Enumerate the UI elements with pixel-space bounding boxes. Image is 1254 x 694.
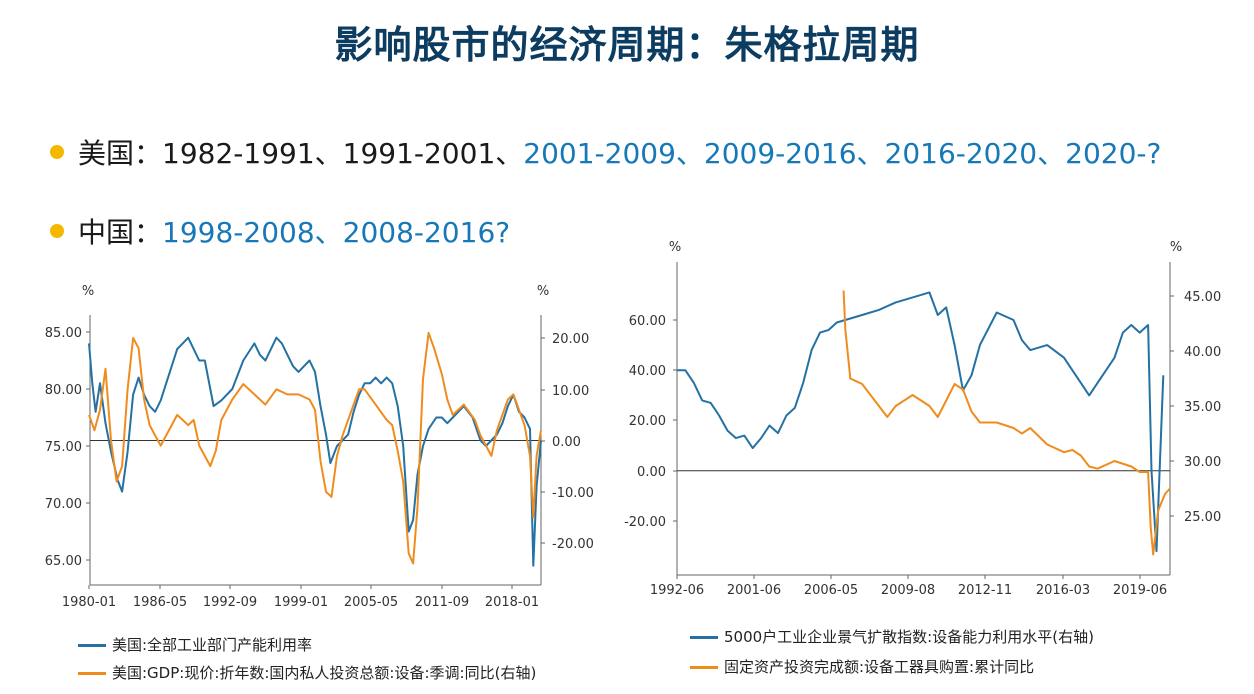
y-left-tick-label: 20.00 xyxy=(629,414,666,429)
bullet-cn-blue: 1998-2008、2008-2016? xyxy=(162,216,511,249)
y-right-tick-label: 45.00 xyxy=(1184,290,1221,305)
y-left-tick-label: 85.00 xyxy=(45,326,82,341)
bullet-cn: 中国：1998-2008、2008-2016? xyxy=(50,211,510,251)
y-left-tick-label: 75.00 xyxy=(45,440,82,455)
legend-us-1-label: 美国:全部工业部门产能利用率 xyxy=(112,636,313,654)
right-unit-label: % xyxy=(1170,240,1182,255)
bullet-us-prefix: 美国： xyxy=(78,137,163,170)
y-left-tick-label: -20.00 xyxy=(624,515,666,530)
bullet-us: 美国：1982-1991、1991-2001、2001-2009、2009-20… xyxy=(50,132,1161,172)
x-tick-label: 1986-05 xyxy=(133,595,187,610)
y-left-tick-label: 70.00 xyxy=(45,497,82,512)
legend-swatch-orange xyxy=(690,666,718,669)
x-tick-label: 2012-11 xyxy=(958,583,1012,598)
x-tick-label: 2005-05 xyxy=(344,595,398,610)
series-line-1 xyxy=(842,290,1171,556)
bullet-dot-icon xyxy=(50,224,64,238)
x-tick-label: 2001-06 xyxy=(727,583,781,598)
x-tick-label: 1980-01 xyxy=(62,595,116,610)
x-tick-label: 1992-06 xyxy=(650,583,704,598)
series-line-1 xyxy=(88,331,542,565)
y-left-tick-label: 65.00 xyxy=(45,554,82,569)
legend-swatch-blue xyxy=(690,636,718,639)
y-right-tick-label: 40.00 xyxy=(1184,345,1221,360)
x-tick-label: 2009-08 xyxy=(881,583,935,598)
legend-swatch-blue xyxy=(78,644,106,647)
y-right-tick-label: -20.00 xyxy=(552,537,594,552)
legend-cn-1: 5000户工业企业景气扩散指数:设备能力利用水平(右轴) xyxy=(690,626,1094,647)
legend-us-1: 美国:全部工业部门产能利用率 xyxy=(78,634,312,655)
x-tick-label: 1999-01 xyxy=(274,595,328,610)
x-tick-label: 1992-09 xyxy=(203,595,257,610)
bullet-us-blue: 2001-2009、2009-2016、2016-2020、2020-? xyxy=(523,137,1162,170)
y-left-tick-label: 60.00 xyxy=(629,314,666,329)
x-tick-label: 2011-09 xyxy=(415,595,469,610)
x-tick-label: 2016-03 xyxy=(1036,583,1090,598)
right-unit-label: % xyxy=(537,284,549,299)
legend-us-2: 美国:GDP:现价:折年数:国内私人投资总额:设备:季调:同比(右轴) xyxy=(78,662,536,683)
x-tick-label: 2019-06 xyxy=(1113,583,1167,598)
bullet-dot-icon xyxy=(50,145,64,159)
y-right-tick-label: 20.00 xyxy=(552,332,589,347)
y-right-tick-label: 0.00 xyxy=(552,435,581,450)
slide-title: 影响股市的经济周期：朱格拉周期 xyxy=(334,23,920,67)
y-right-tick-label: 30.00 xyxy=(1184,455,1221,470)
legend-cn-2-label: 固定资产投资完成额:设备工器具购置:累计同比 xyxy=(724,658,1035,676)
legend-cn-1-label: 5000户工业企业景气扩散指数:设备能力利用水平(右轴) xyxy=(724,628,1094,646)
legend-swatch-orange xyxy=(78,672,106,675)
legend-us-2-label: 美国:GDP:现价:折年数:国内私人投资总额:设备:季调:同比(右轴) xyxy=(112,664,537,682)
bullet-cn-prefix: 中国： xyxy=(78,216,163,249)
y-right-tick-label: 10.00 xyxy=(552,384,589,399)
left-unit-label: % xyxy=(669,240,681,255)
x-tick-label: 2018-01 xyxy=(485,595,539,610)
y-left-tick-label: 0.00 xyxy=(637,465,666,480)
x-tick-label: 2006-05 xyxy=(804,583,858,598)
y-right-tick-label: -10.00 xyxy=(552,486,594,501)
y-left-tick-label: 80.00 xyxy=(45,383,82,398)
bullet-us-black: 1982-1991、1991-2001、 xyxy=(162,137,524,170)
legend-cn-2: 固定资产投资完成额:设备工器具购置:累计同比 xyxy=(690,656,1034,677)
y-left-tick-label: 40.00 xyxy=(629,364,666,379)
series-line-0 xyxy=(677,291,1165,553)
left-unit-label: % xyxy=(82,284,94,299)
y-right-tick-label: 25.00 xyxy=(1184,510,1221,525)
y-right-tick-label: 35.00 xyxy=(1184,400,1221,415)
